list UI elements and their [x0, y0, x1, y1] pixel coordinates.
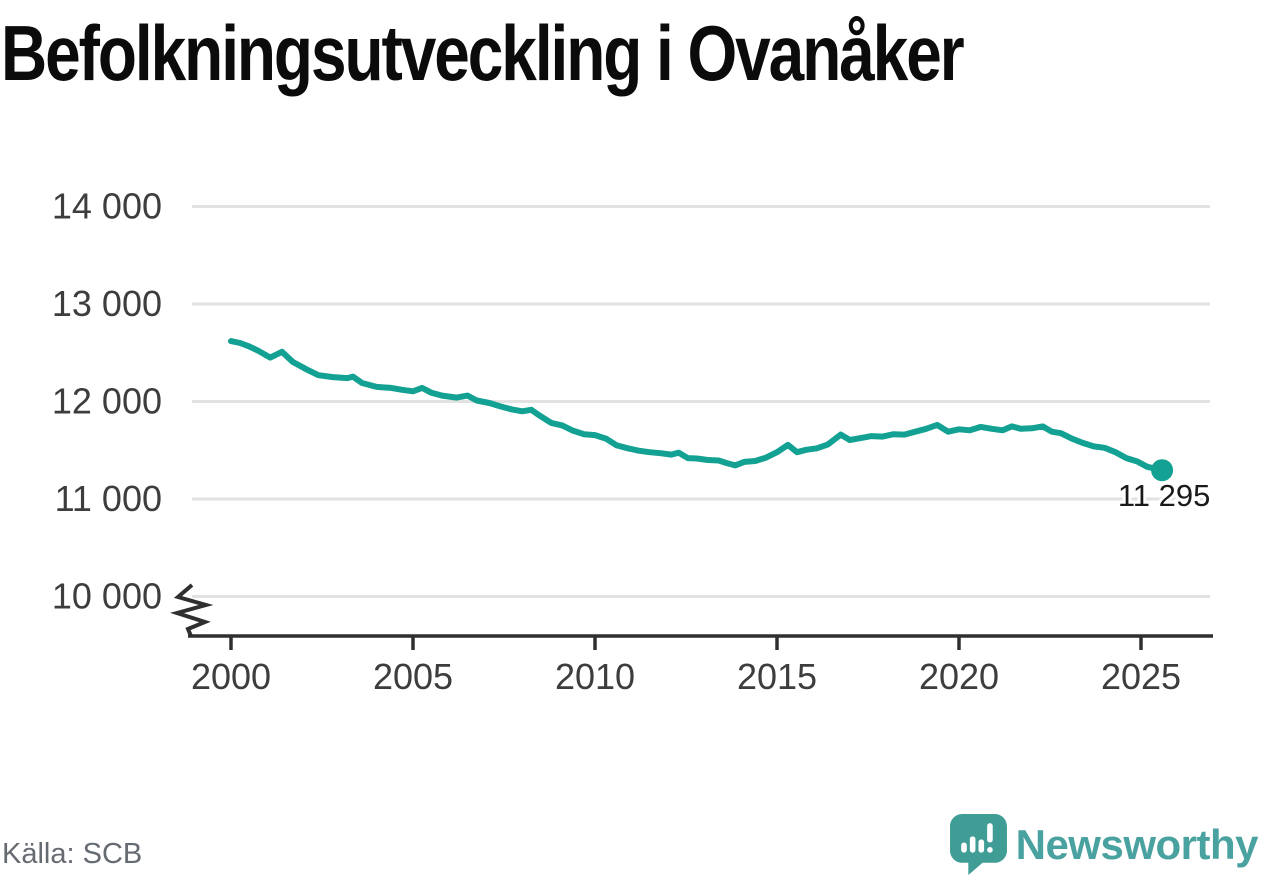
end-value-label: 11 295: [1118, 478, 1211, 513]
x-axis-label: 2025: [1101, 656, 1181, 697]
source-note: Källa: SCB: [2, 838, 143, 870]
x-axis-label: 2000: [191, 656, 271, 697]
page-title: Befolkningsutveckling i Ovanåker: [1, 9, 965, 97]
y-axis-label: 14 000: [52, 186, 162, 227]
newsworthy-logo-text: Newsworthy: [1015, 820, 1259, 868]
y-axis-label: 10 000: [52, 576, 162, 617]
logo-bar-3: [978, 839, 984, 853]
logo-exclamation-dot: [986, 847, 993, 853]
y-axis-label: 11 000: [55, 478, 162, 519]
newsworthy-logo: Newsworthy: [949, 814, 1259, 875]
population-line: [228, 338, 1166, 474]
end-point-marker: [1151, 459, 1174, 482]
x-axis-label: 2005: [373, 656, 453, 697]
x-axis-label: 2020: [919, 656, 999, 697]
y-axis-label: 13 000: [52, 283, 162, 324]
x-axis-label: 2015: [737, 656, 817, 697]
y-axis-label: 12 000: [52, 381, 162, 422]
logo-exclamation-bar: [986, 823, 993, 843]
logo-bar-1: [960, 842, 967, 853]
y-axis-break-icon: [170, 583, 214, 637]
logo-bar-2: [969, 836, 976, 853]
newsworthy-logo-icon: [949, 814, 1007, 875]
x-axis-label: 2010: [555, 656, 635, 697]
